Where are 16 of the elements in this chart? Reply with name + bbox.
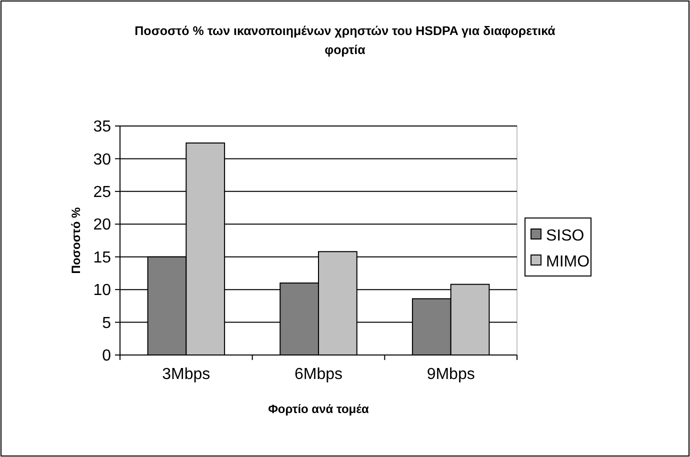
legend-label: MIMO — [546, 254, 590, 271]
y-tick-label: 10 — [93, 282, 112, 300]
x-axis-title: Φορτίο ανά τομέα — [268, 402, 370, 416]
y-tick-label: 35 — [93, 118, 112, 136]
y-tick-label: 0 — [102, 348, 112, 365]
y-axis-title: Ποσοστό % — [69, 206, 83, 274]
y-tick-label: 30 — [93, 151, 112, 168]
legend-label: SISO — [546, 228, 584, 245]
y-tick-label: 20 — [93, 216, 112, 234]
y-tick-label: 15 — [93, 249, 112, 266]
x-tick-label: 3Mbps — [162, 366, 210, 383]
y-tick-label: 5 — [102, 314, 112, 332]
y-tick-label: 25 — [93, 184, 112, 202]
x-tick-label: 6Mbps — [294, 366, 343, 383]
x-tick-label: 9Mbps — [426, 366, 475, 383]
chart-title: Ποσοστό % των ικανοποιημένων χρηστών του HSDPA για διαφορετικά φορτία — [134, 23, 556, 59]
